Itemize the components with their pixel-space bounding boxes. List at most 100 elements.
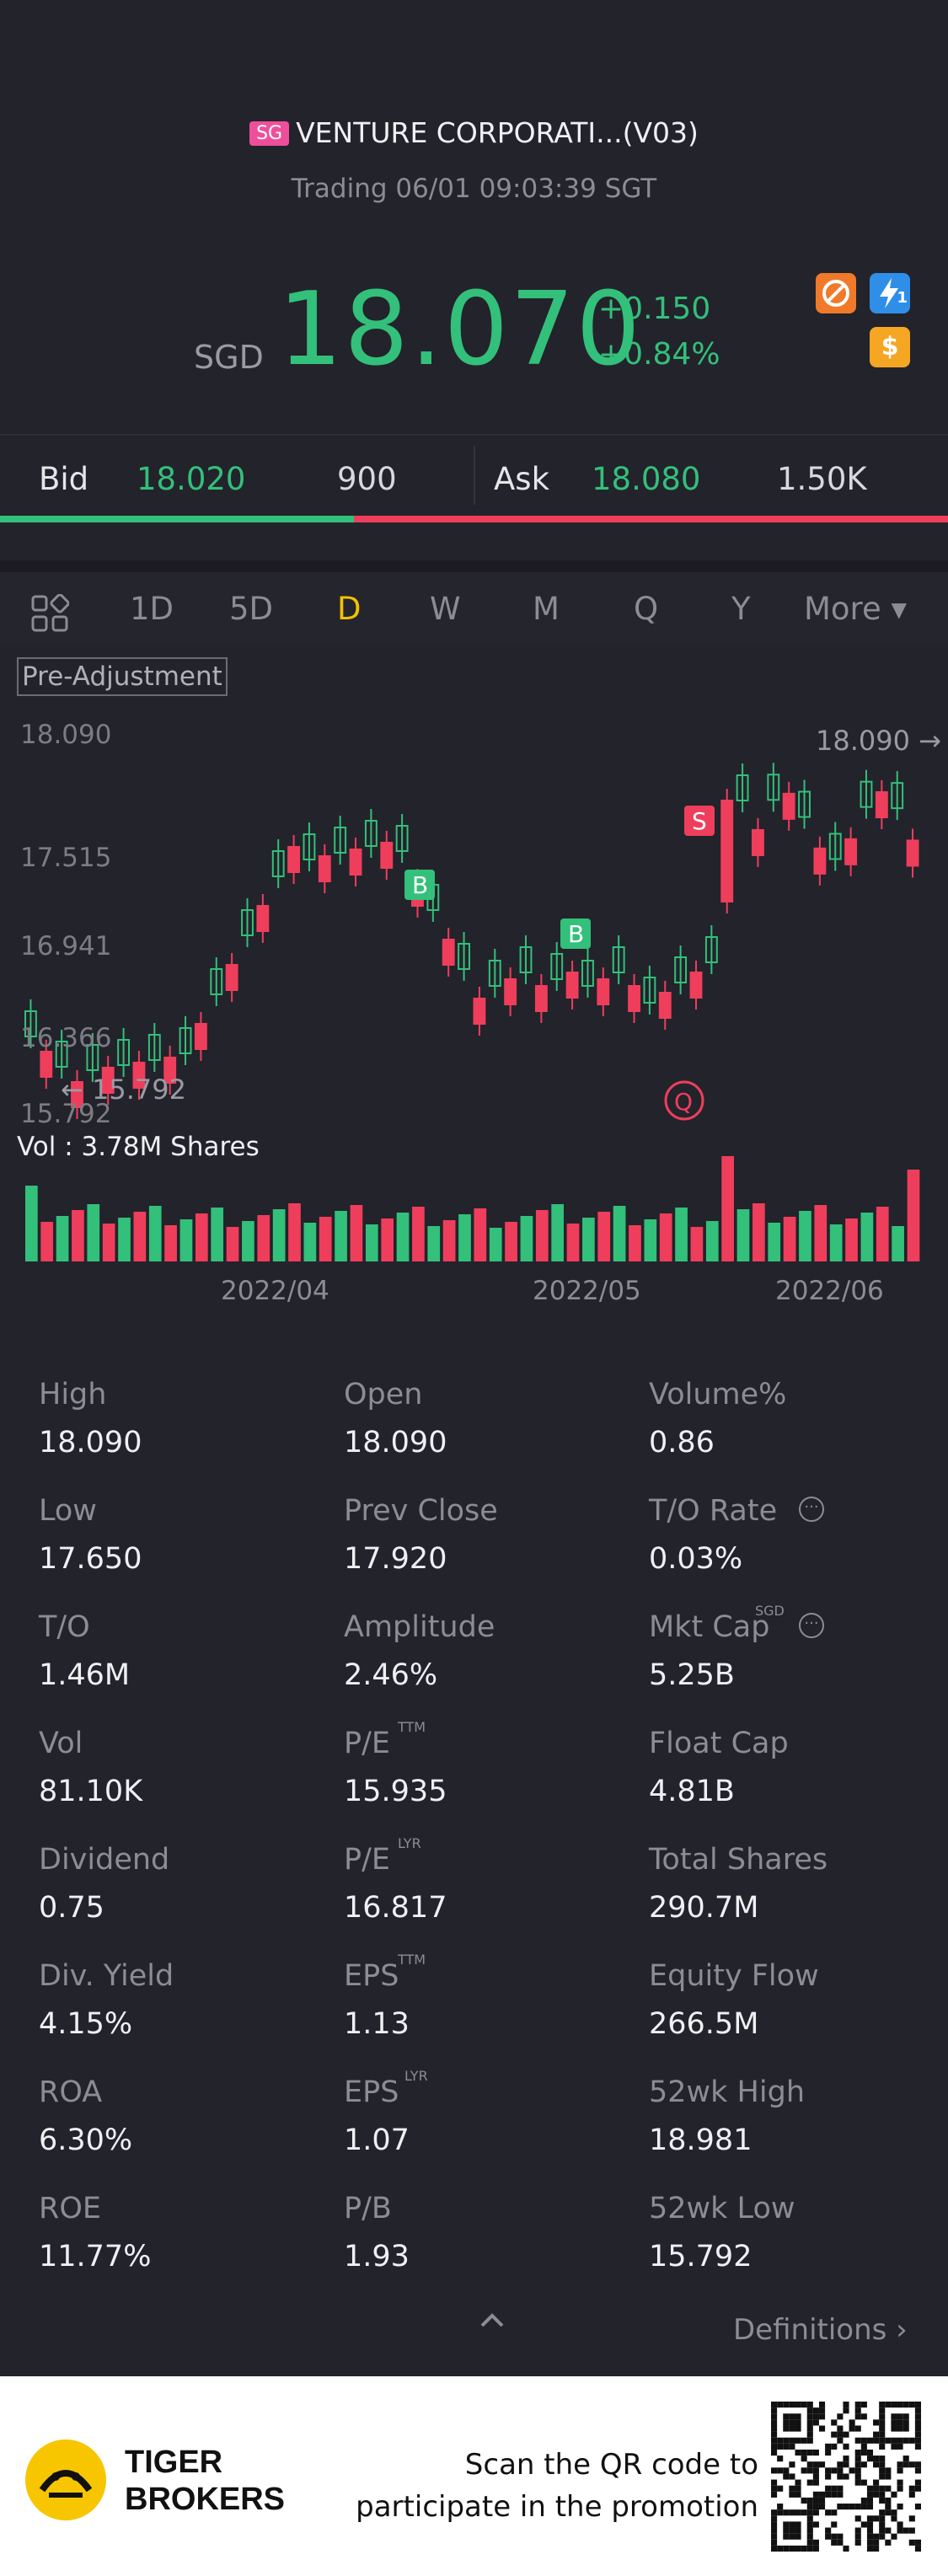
volume-bar: [272, 1209, 286, 1261]
qr-module: [860, 2497, 867, 2504]
volume-bar: [257, 1215, 270, 1261]
qr-module: [789, 2413, 795, 2420]
qr-module: [860, 2479, 867, 2486]
tab-q[interactable]: Q: [634, 591, 659, 627]
qr-module: [860, 2461, 867, 2468]
mkt-cap-info-icon[interactable]: ···: [799, 1613, 824, 1638]
qr-module: [771, 2545, 778, 2552]
qr-module: [885, 2437, 892, 2444]
qr-module: [854, 2539, 861, 2546]
change-abs: +0.150: [598, 292, 711, 326]
tab-m[interactable]: M: [533, 591, 560, 627]
qr-module: [891, 2515, 897, 2522]
candle-body: [550, 953, 564, 980]
qr-module: [873, 2431, 880, 2438]
definitions-link[interactable]: Definitions ›: [733, 2313, 908, 2347]
qr-module: [849, 2467, 855, 2474]
qr-module: [879, 2431, 886, 2438]
qr-module: [866, 2491, 874, 2498]
tab-w[interactable]: W: [430, 591, 461, 627]
qr-module: [854, 2473, 861, 2480]
qr-module: [854, 2413, 861, 2420]
stat-label: Float Cap: [649, 1727, 789, 1760]
volume-bar: [87, 1204, 100, 1261]
x-tick-label: 2022/04: [221, 1276, 329, 1306]
qr-module: [771, 2425, 778, 2432]
qr-module: [902, 2456, 909, 2462]
qr-module: [908, 2437, 915, 2444]
stat-label: Div. Yield: [39, 1959, 174, 1993]
qr-module: [873, 2419, 880, 2426]
candle-body: [256, 905, 270, 932]
qr-module: [879, 2443, 886, 2450]
market-badge: SG: [249, 121, 290, 146]
ask-size: 1.50K: [777, 461, 867, 497]
collapse-chevron-icon[interactable]: [477, 2305, 507, 2338]
volume-bar: [659, 1213, 672, 1261]
qr-module: [914, 2431, 921, 2438]
qr-module: [771, 2521, 778, 2528]
qr-code[interactable]: [771, 2402, 921, 2552]
bid-ask-panel: Bid 18.020 900 Ask 18.080 1.50K: [0, 434, 948, 518]
price-change: +0.150 +0.84%: [598, 287, 720, 378]
qr-module: [801, 2509, 807, 2516]
stat-value: 15.792: [649, 2240, 753, 2273]
qr-module: [795, 2425, 801, 2432]
qr-module: [879, 2515, 886, 2522]
pre-adjustment-toggle[interactable]: Pre-Adjustment: [17, 657, 228, 696]
qr-module: [908, 2515, 915, 2522]
qr-module: [837, 2504, 844, 2510]
qr-module: [771, 2449, 778, 2456]
qr-module: [854, 2456, 861, 2462]
candle-body: [101, 1067, 115, 1094]
qr-module: [879, 2473, 886, 2480]
candle-body: [318, 855, 331, 882]
volume-bar: [535, 1210, 549, 1261]
qr-module: [902, 2413, 909, 2420]
stat-label: EPS: [344, 2075, 399, 2109]
trade-marker-label: S: [692, 807, 707, 835]
qr-module: [806, 2413, 813, 2420]
qr-module: [801, 2497, 807, 2504]
qr-module: [879, 2467, 886, 2474]
qr-module: [879, 2509, 886, 2516]
qr-module: [879, 2485, 886, 2492]
tab-y[interactable]: Y: [731, 591, 751, 627]
lightning-icon[interactable]: 1: [870, 273, 910, 313]
last-price: 18.070: [278, 271, 642, 388]
qr-module: [866, 2539, 874, 2546]
no-margin-icon[interactable]: [816, 273, 856, 313]
trade-marker-label: B: [568, 920, 584, 948]
qr-module: [818, 2504, 826, 2510]
candlestick-chart[interactable]: 18.090 17.515 16.941 16.366 15.792 B B S 18.090 …: [0, 649, 948, 1323]
qr-module: [914, 2479, 921, 2486]
layout-icon[interactable]: [30, 593, 70, 636]
candle-body: [225, 964, 238, 991]
qr-module: [771, 2539, 778, 2546]
candle-body: [689, 972, 703, 999]
tab-d[interactable]: D: [337, 591, 362, 627]
qr-module: [789, 2509, 795, 2516]
qr-module: [843, 2443, 849, 2450]
volume-bar: [179, 1219, 193, 1261]
qr-module: [879, 2407, 886, 2414]
qr-module: [771, 2491, 778, 2498]
qr-module: [897, 2467, 903, 2474]
stat-value: 15.935: [344, 1775, 447, 1808]
volume-bar: [303, 1223, 317, 1261]
qr-module: [806, 2527, 813, 2534]
qr-module: [789, 2425, 795, 2432]
volume-bar: [72, 1210, 84, 1261]
qr-module: [914, 2443, 921, 2450]
promo-text: Scan the QR code to participate in the p…: [354, 2444, 758, 2528]
tab-1d[interactable]: 1D: [130, 591, 174, 627]
tab-more[interactable]: More ▾: [804, 591, 908, 627]
volume-bar: [644, 1219, 657, 1261]
qr-module: [795, 2509, 801, 2516]
tab-5d[interactable]: 5D: [229, 591, 274, 627]
qr-module: [801, 2456, 807, 2462]
qr-module: [795, 2545, 801, 2552]
to-rate-info-icon[interactable]: ···: [799, 1497, 824, 1522]
qr-module: [879, 2419, 886, 2426]
dollar-icon[interactable]: $: [870, 327, 910, 367]
